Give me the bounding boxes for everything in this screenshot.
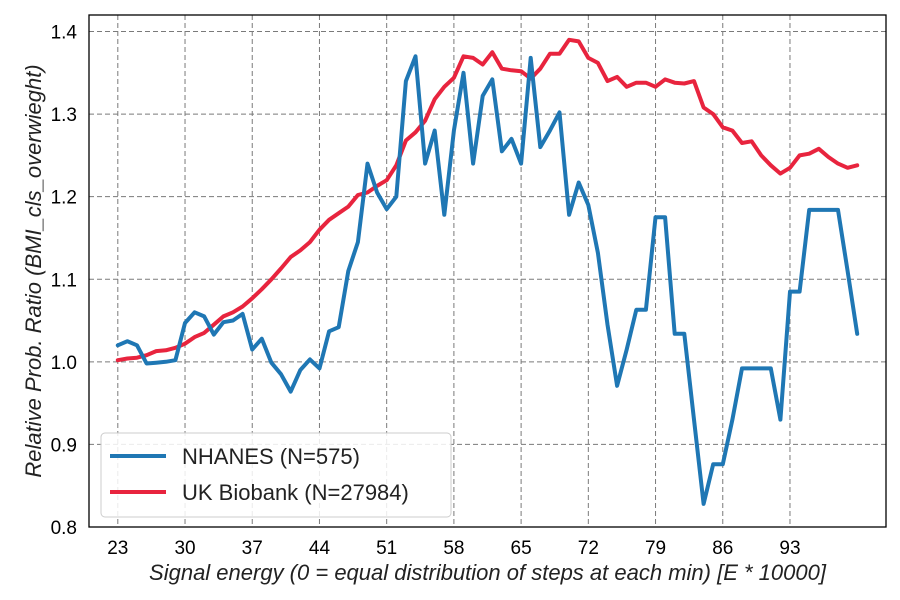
y-tick-label: 0.8 xyxy=(51,518,77,539)
x-tick-label: 30 xyxy=(174,538,195,559)
legend-box xyxy=(100,432,452,518)
x-tick-label: 93 xyxy=(779,538,800,559)
grid xyxy=(89,15,886,527)
legend: NHANES (N=575) UK Biobank (N=27984) xyxy=(100,432,452,518)
series-lines xyxy=(115,37,860,506)
x-tick-label: 51 xyxy=(376,538,397,559)
axis-ticks: 23 30 37 44 51 58 65 72 79 86 93 0.8 0.9 1.0 1.1 1.2 1.3… xyxy=(51,23,801,559)
y-axis-label: Relative Prob. Ratio (BMI_cls_overwieght… xyxy=(21,64,46,477)
legend-label-nhanes: NHANES (N=575) xyxy=(182,444,360,469)
y-tick-label: 1.3 xyxy=(51,105,77,126)
legend-label-uk-biobank: UK Biobank (N=27984) xyxy=(182,480,409,505)
x-tick-label: 72 xyxy=(578,538,599,559)
plot-frame xyxy=(88,14,887,528)
y-tick-label: 1.2 xyxy=(51,188,77,209)
y-tick-label: 1.0 xyxy=(51,353,77,374)
x-tick-label: 37 xyxy=(242,538,263,559)
x-tick-label: 86 xyxy=(712,538,733,559)
x-tick-label: 44 xyxy=(309,538,331,559)
y-tick-label: 1.1 xyxy=(51,270,77,291)
x-tick-label: 58 xyxy=(443,538,464,559)
y-tick-label: 1.4 xyxy=(51,23,78,44)
series-line-uk-biobank xyxy=(115,37,860,363)
series-line-nhanes xyxy=(115,54,860,506)
y-tick-label: 0.9 xyxy=(51,435,77,456)
x-tick-label: 65 xyxy=(511,538,532,559)
x-tick-label: 23 xyxy=(107,538,128,559)
x-tick-label: 79 xyxy=(645,538,666,559)
x-axis-label: Signal energy (0 = equal distribution of… xyxy=(149,560,827,585)
